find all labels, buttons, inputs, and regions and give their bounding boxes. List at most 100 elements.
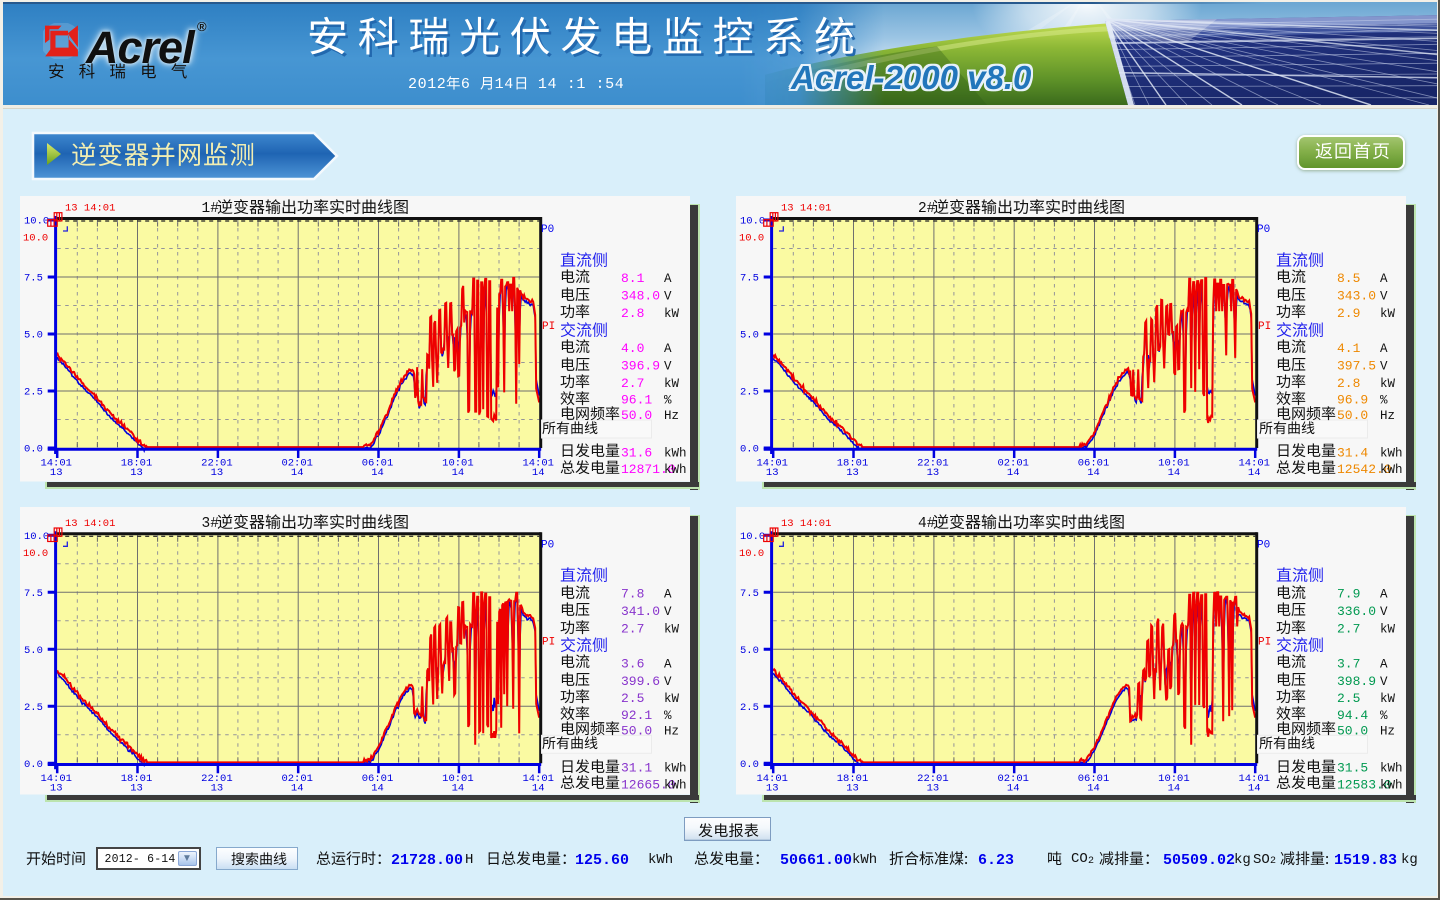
svg-text:2.7: 2.7 (1337, 622, 1360, 637)
svg-text:14: 14 (1248, 467, 1261, 479)
svg-text:10.0: 10.0 (740, 216, 765, 228)
svg-text:94.4: 94.4 (1337, 708, 1368, 723)
svg-text:348.0: 348.0 (621, 289, 660, 304)
svg-text:13: 13 (210, 467, 223, 479)
svg-text:96.1: 96.1 (621, 393, 652, 408)
svg-text:06:01: 06:01 (1078, 458, 1110, 470)
svg-text:2.7: 2.7 (621, 376, 644, 391)
svg-text:06:01: 06:01 (361, 773, 393, 785)
svg-text:14: 14 (1007, 467, 1020, 479)
svg-text:13: 13 (49, 467, 62, 479)
svg-text:kW: kW (664, 623, 680, 637)
svg-text:7.5: 7.5 (740, 273, 759, 285)
svg-text:13 14:01: 13 14:01 (65, 203, 115, 215)
svg-text:kWh: kWh (664, 446, 687, 460)
svg-text:13: 13 (49, 782, 62, 794)
svg-text:50.0: 50.0 (621, 408, 652, 423)
svg-text:A: A (664, 272, 672, 286)
svg-text:14: 14 (290, 782, 303, 794)
svg-text:7.5: 7.5 (24, 588, 43, 600)
svg-text:0.0: 0.0 (740, 759, 759, 771)
svg-text:3.7: 3.7 (1337, 656, 1360, 671)
svg-text:10.0: 10.0 (24, 531, 49, 543)
svg-text:22:01: 22:01 (917, 458, 949, 470)
svg-text:399.6: 399.6 (621, 674, 660, 689)
svg-text:10.0: 10.0 (23, 233, 48, 245)
svg-text:13: 13 (130, 467, 143, 479)
svg-text:7.5: 7.5 (740, 588, 759, 600)
svg-text:02:01: 02:01 (997, 458, 1029, 470)
svg-text:2.5: 2.5 (621, 691, 644, 706)
svg-text:2.7: 2.7 (621, 622, 644, 637)
svg-text:14: 14 (1087, 467, 1100, 479)
svg-text:2.5: 2.5 (740, 702, 759, 714)
svg-text:kWh: kWh (1380, 778, 1403, 792)
svg-text:2.8: 2.8 (1337, 376, 1360, 391)
svg-text:3.6: 3.6 (621, 656, 644, 671)
svg-text:A: A (1380, 342, 1388, 356)
svg-text:14:01: 14:01 (40, 773, 72, 785)
svg-text:50.0: 50.0 (1337, 723, 1368, 738)
svg-text:22:01: 22:01 (201, 458, 233, 470)
svg-text:12665.0: 12665.0 (621, 777, 676, 792)
svg-text:V: V (1380, 675, 1388, 689)
svg-text:14: 14 (451, 467, 464, 479)
svg-text:13: 13 (766, 467, 779, 479)
svg-text:10.0: 10.0 (23, 548, 48, 560)
svg-text:V: V (664, 290, 672, 304)
svg-text:%: % (1380, 709, 1388, 723)
svg-text:14:01: 14:01 (1238, 773, 1270, 785)
svg-text:2.5: 2.5 (24, 702, 43, 714)
svg-text:2.5: 2.5 (24, 387, 43, 399)
svg-text:06:01: 06:01 (361, 458, 393, 470)
svg-text:Hz: Hz (664, 409, 679, 423)
svg-text:31.1: 31.1 (621, 761, 652, 776)
svg-text:396.9: 396.9 (621, 359, 660, 374)
svg-text:14: 14 (531, 467, 544, 479)
svg-text:V: V (664, 360, 672, 374)
svg-text:397.5: 397.5 (1337, 359, 1376, 374)
svg-text:13: 13 (846, 467, 859, 479)
svg-text:14:01: 14:01 (756, 458, 788, 470)
svg-text:13: 13 (927, 782, 940, 794)
svg-text:kW: kW (664, 692, 680, 706)
svg-text:Hz: Hz (664, 724, 679, 738)
svg-text:14: 14 (290, 467, 303, 479)
svg-text:P0: P0 (541, 224, 554, 236)
svg-text:31.4: 31.4 (1337, 445, 1368, 460)
svg-text:14:01: 14:01 (756, 773, 788, 785)
svg-text:14:01: 14:01 (40, 458, 72, 470)
svg-text:50.0: 50.0 (621, 723, 652, 738)
svg-text:V: V (664, 605, 672, 619)
svg-text:13: 13 (846, 782, 859, 794)
svg-text:0.0: 0.0 (24, 444, 43, 456)
svg-text:A: A (1380, 272, 1388, 286)
svg-text:5.0: 5.0 (24, 645, 43, 657)
svg-text:18:01: 18:01 (120, 458, 152, 470)
svg-text:10.0: 10.0 (740, 531, 765, 543)
svg-text:V: V (1380, 605, 1388, 619)
svg-text:%: % (664, 394, 672, 408)
svg-text:31.5: 31.5 (1337, 761, 1368, 776)
svg-text:18:01: 18:01 (837, 773, 869, 785)
svg-text:4.1: 4.1 (1337, 341, 1361, 356)
svg-text:P0: P0 (541, 539, 554, 551)
svg-text:V: V (1380, 360, 1388, 374)
svg-text:13 14:01: 13 14:01 (65, 518, 115, 530)
svg-text:22:01: 22:01 (201, 773, 233, 785)
svg-text:14:01: 14:01 (1238, 458, 1270, 470)
svg-text:10:01: 10:01 (1158, 773, 1190, 785)
svg-text:18:01: 18:01 (120, 773, 152, 785)
svg-text:A: A (1380, 588, 1388, 602)
svg-text:PI: PI (1258, 636, 1271, 648)
svg-text:13: 13 (210, 782, 223, 794)
svg-text:12871.0: 12871.0 (621, 462, 676, 477)
svg-text:kWh: kWh (1380, 463, 1403, 477)
svg-text:8.1: 8.1 (621, 271, 645, 286)
svg-text:336.0: 336.0 (1337, 604, 1376, 619)
svg-text:13: 13 (130, 782, 143, 794)
svg-text:0.0: 0.0 (740, 444, 759, 456)
svg-text:kWh: kWh (1380, 446, 1403, 460)
svg-text:10.0: 10.0 (739, 233, 764, 245)
svg-text:kWh: kWh (1380, 762, 1403, 776)
